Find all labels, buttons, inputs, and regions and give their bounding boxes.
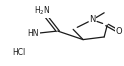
Text: H$_2$N: H$_2$N	[34, 5, 50, 17]
Text: O: O	[116, 27, 122, 36]
Text: N: N	[89, 15, 96, 24]
Text: HCl: HCl	[12, 48, 25, 57]
Text: HN: HN	[28, 29, 39, 38]
